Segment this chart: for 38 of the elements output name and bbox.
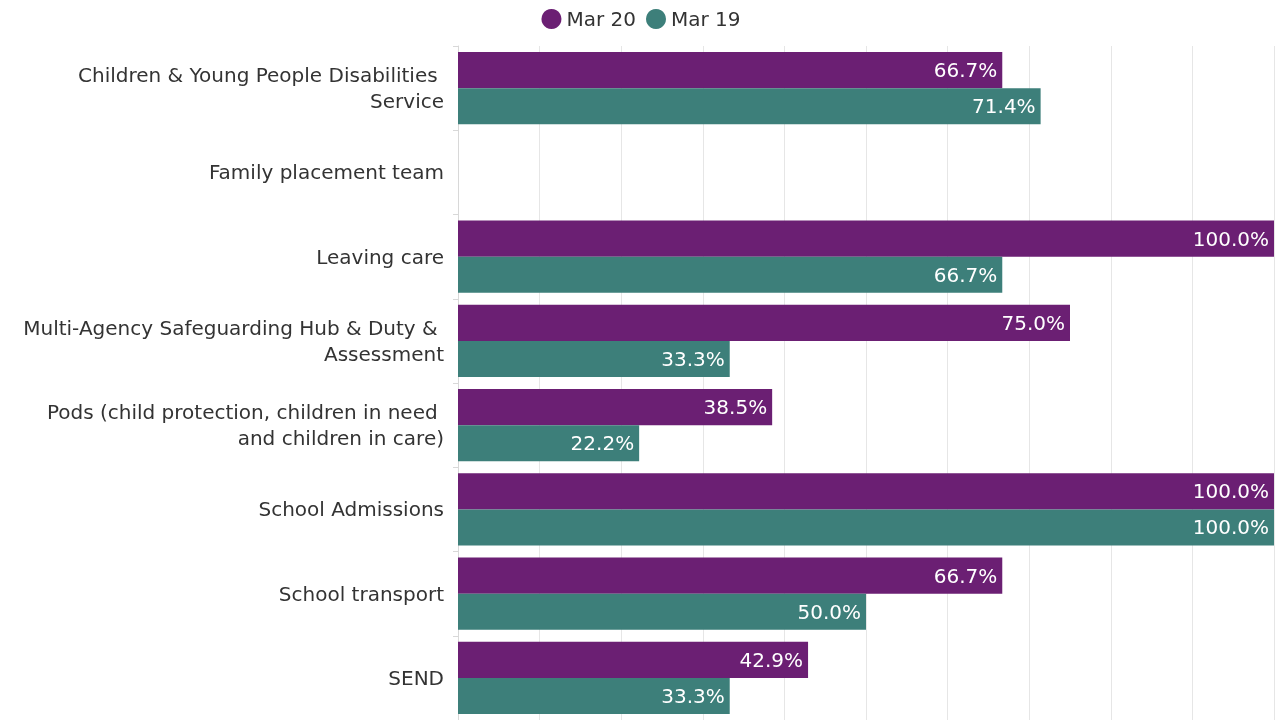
data-label: 100.0% bbox=[1192, 479, 1269, 504]
data-label: 50.0% bbox=[797, 599, 861, 624]
data-label: 22.2% bbox=[570, 431, 635, 456]
legend-label: Mar 19 bbox=[671, 7, 741, 31]
y-tick-label: Children & Young People Disabilities Service bbox=[77, 63, 444, 114]
y-tick-label: Multi-Agency Safeguarding Hub & Duty & Assessment bbox=[23, 315, 445, 366]
bar bbox=[458, 557, 1003, 594]
bar bbox=[458, 51, 1003, 89]
y-tick-label: Leaving care bbox=[316, 244, 444, 269]
data-label: 100.0% bbox=[1192, 226, 1269, 251]
data-label: 66.7% bbox=[933, 262, 998, 287]
bar bbox=[458, 593, 866, 630]
legend-label: Mar 20 bbox=[566, 7, 637, 31]
bar bbox=[458, 425, 640, 462]
data-label: 100.0% bbox=[1192, 515, 1269, 540]
bar bbox=[458, 256, 1003, 293]
bar bbox=[458, 220, 1274, 257]
data-label: 66.7% bbox=[933, 58, 998, 83]
data-label: 75.0% bbox=[1001, 310, 1065, 335]
data-label: 66.7% bbox=[933, 563, 998, 588]
bar bbox=[458, 677, 730, 715]
y-tick-label: School Admissions bbox=[258, 497, 444, 522]
data-label: 42.9% bbox=[739, 647, 804, 672]
bar bbox=[458, 509, 1274, 546]
y-tick-label: School transport bbox=[278, 581, 445, 606]
bar bbox=[458, 473, 1274, 510]
y-tick-label: Family placement team bbox=[208, 160, 444, 185]
data-label: 38.5% bbox=[703, 395, 768, 420]
bar bbox=[458, 304, 1070, 341]
y-tick-label: SEND bbox=[388, 665, 444, 690]
bar bbox=[458, 88, 1041, 125]
data-label: 33.3% bbox=[661, 683, 725, 708]
bar bbox=[458, 340, 730, 378]
bar bbox=[458, 388, 773, 426]
data-label: 71.4% bbox=[972, 94, 1036, 119]
y-tick-label: Pods (child protection, children in need and children in care) bbox=[46, 400, 444, 451]
data-label: 33.3% bbox=[661, 346, 725, 371]
bar bbox=[458, 641, 809, 678]
